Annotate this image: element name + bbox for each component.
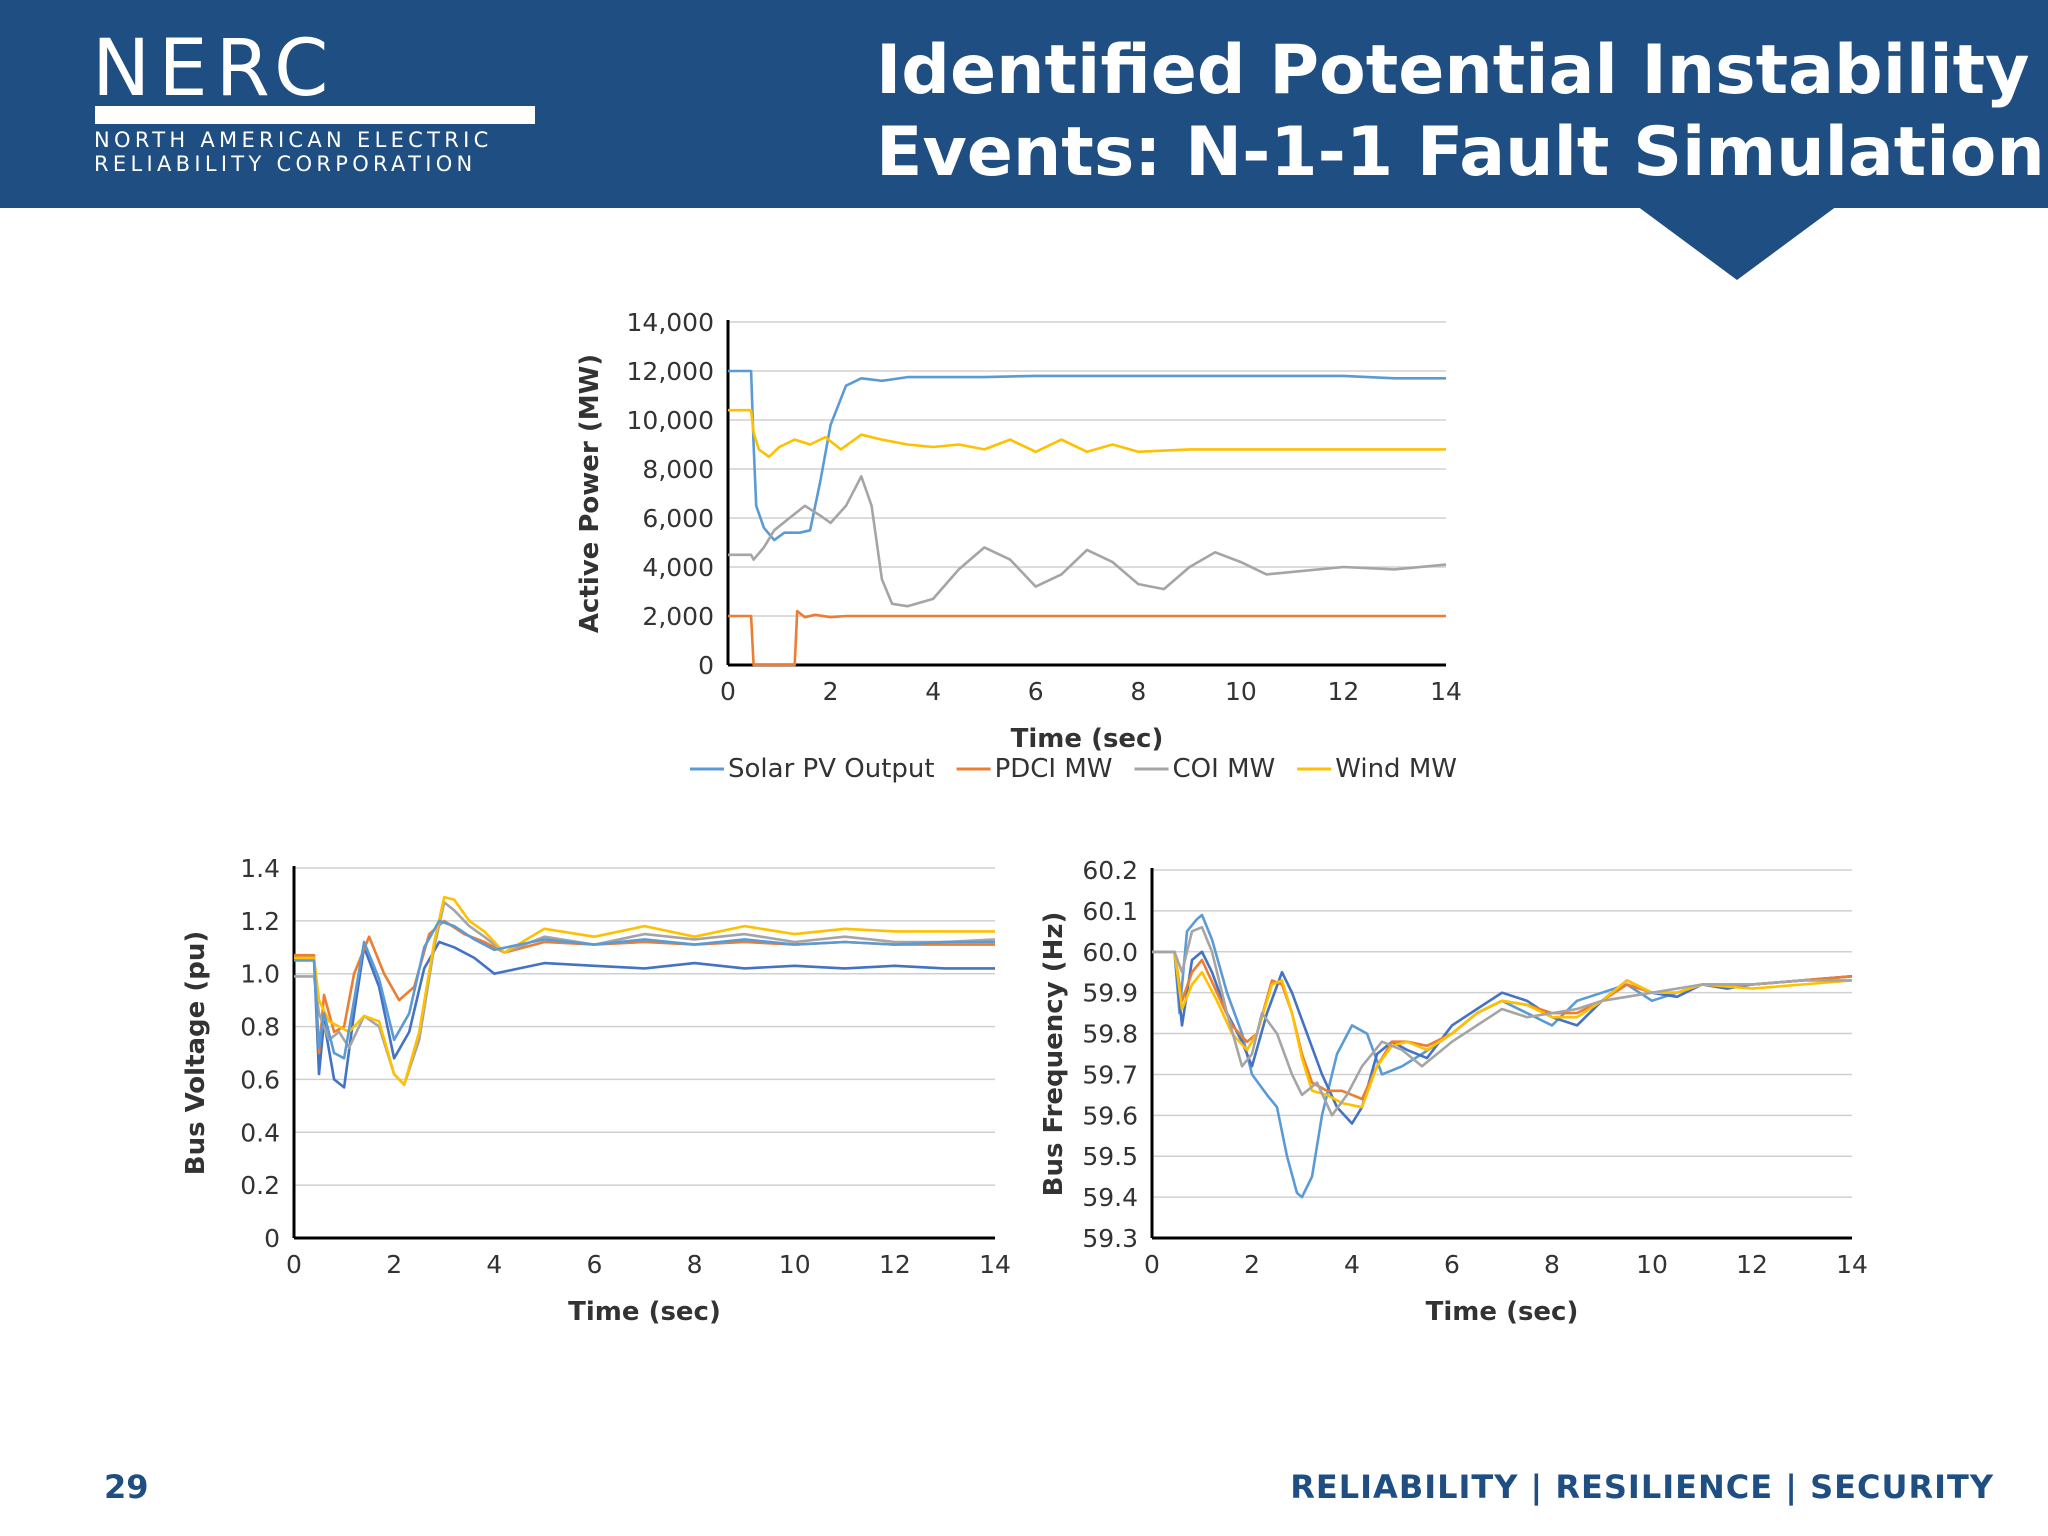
series-line-1: [1152, 913, 1853, 1199]
x-tick-label: 12: [1736, 1250, 1768, 1279]
y-tick-label: 59.8: [1082, 1020, 1138, 1049]
y-tick-label: 10,000: [627, 406, 714, 435]
y-tick-label: 59.6: [1082, 1101, 1138, 1130]
legend-label: Wind MW: [1335, 754, 1457, 784]
x-tick-label: 6: [586, 1250, 602, 1279]
y-axis-label: Bus Frequency (Hz): [1039, 912, 1069, 1197]
header-notch: [1637, 206, 1837, 280]
x-tick-label: 4: [486, 1250, 502, 1279]
y-tick-label: 59.4: [1082, 1183, 1138, 1212]
y-tick-label: 1.4: [240, 854, 280, 883]
y-axis-label: Active Power (MW): [575, 354, 605, 633]
series-line-4: [1152, 950, 1853, 1109]
page-title: Identified Potential Instability Events:…: [876, 30, 2045, 194]
header-banner: NERC NORTH AMERICAN ELECTRIC RELIABILITY…: [0, 0, 2048, 208]
y-tick-label: 1.2: [240, 907, 280, 936]
x-tick-label: 8: [687, 1250, 703, 1279]
x-tick-label: 14: [1836, 1250, 1868, 1279]
series-line-solar-pv-output: [728, 369, 1446, 542]
series-line-3: [294, 901, 996, 1086]
y-tick-label: 0.2: [240, 1171, 280, 1200]
logo-subtitle-line1: NORTH AMERICAN ELECTRIC: [94, 128, 493, 152]
page-number: 29: [104, 1468, 149, 1506]
series-line-5: [1152, 925, 1852, 1117]
footer-tagline: RELIABILITY | RESILIENCE | SECURITY: [1290, 1468, 1994, 1506]
y-tick-label: 60.0: [1082, 938, 1138, 967]
logo-bar: [95, 106, 535, 124]
x-tick-label: 4: [925, 677, 941, 706]
x-tick-label: 12: [879, 1250, 911, 1279]
y-tick-label: 8,000: [642, 455, 714, 484]
legend-label: PDCI MW: [995, 754, 1113, 784]
x-axis-label: Time (sec): [568, 1297, 721, 1327]
y-tick-label: 4,000: [642, 553, 714, 582]
y-tick-label: 12,000: [627, 357, 714, 386]
x-tick-label: 10: [779, 1250, 811, 1279]
series-line-coi-mw: [728, 475, 1447, 608]
x-tick-label: 8: [1544, 1250, 1560, 1279]
x-tick-label: 2: [823, 677, 839, 706]
series-line-pdci-mw: [728, 609, 1446, 667]
series-line-1: [294, 940, 995, 1089]
x-tick-label: 0: [720, 677, 736, 706]
y-tick-label: 59.7: [1082, 1060, 1138, 1089]
y-tick-label: 59.5: [1082, 1142, 1138, 1171]
y-tick-label: 14,000: [627, 308, 714, 337]
x-tick-label: 2: [386, 1250, 402, 1279]
series-line-5: [294, 919, 995, 1060]
y-tick-label: 0: [264, 1224, 280, 1253]
x-tick-label: 6: [1444, 1250, 1460, 1279]
legend-label: Solar PV Output: [728, 754, 935, 784]
y-tick-label: 0: [698, 651, 714, 680]
x-tick-label: 8: [1130, 677, 1146, 706]
y-axis-label: Bus Voltage (pu): [181, 931, 211, 1176]
y-tick-label: 59.9: [1082, 979, 1138, 1008]
y-tick-label: 0.4: [240, 1118, 280, 1147]
x-tick-label: 12: [1328, 677, 1360, 706]
y-tick-label: 60.1: [1082, 897, 1138, 926]
logo-subtitle-line2: RELIABILITY CORPORATION: [94, 152, 477, 176]
legend-label: COI MW: [1173, 754, 1276, 784]
y-tick-label: 0.8: [240, 1013, 280, 1042]
y-tick-label: 59.3: [1082, 1224, 1138, 1253]
y-tick-label: 1.0: [240, 960, 280, 989]
page-title-line1: Identified Potential Instability: [876, 31, 2030, 110]
x-tick-label: 4: [1344, 1250, 1360, 1279]
active-power-chart: 0 2,000 4,000 6,000 8,000 10,000 12,000 14,000 0…: [575, 308, 1462, 784]
x-axis-label: Time (sec): [1011, 724, 1164, 754]
series-line-4: [294, 895, 995, 1086]
x-tick-label: 10: [1636, 1250, 1668, 1279]
page-title-line2: Events: N-1-1 Fault Simulation: [876, 113, 2045, 192]
x-tick-label: 0: [1144, 1250, 1160, 1279]
bus-voltage-chart: 0 0.2 0.4 0.6 0.8 1.0 1.2 1.4 0 2 4 6 8 10 12 14 Time (s…: [181, 854, 1011, 1327]
series-line-wind-mw: [728, 408, 1446, 459]
x-tick-label: 0: [286, 1250, 302, 1279]
x-tick-label: 14: [1430, 677, 1462, 706]
series-line-3: [1152, 950, 1853, 1101]
x-tick-label: 2: [1244, 1250, 1260, 1279]
y-tick-label: 2,000: [642, 602, 714, 631]
y-tick-label: 6,000: [642, 504, 714, 533]
x-tick-label: 10: [1225, 677, 1257, 706]
bus-frequency-chart: 59.3 59.4 59.5 59.6 59.7 59.8 59.9 60.0 60.1 60.2…: [1039, 856, 1868, 1327]
y-tick-label: 0.6: [240, 1065, 280, 1094]
x-axis-label: Time (sec): [1426, 1297, 1579, 1327]
nerc-logo-wordmark: NERC: [92, 24, 337, 114]
y-tick-label: 60.2: [1082, 856, 1138, 885]
x-tick-label: 6: [1028, 677, 1044, 706]
x-tick-label: 14: [979, 1250, 1011, 1279]
